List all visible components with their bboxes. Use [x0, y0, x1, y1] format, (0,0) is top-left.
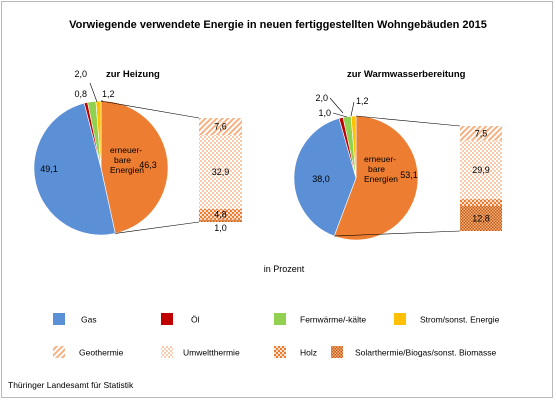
pie-slice-strom-sonst-energie	[350, 115, 357, 179]
breakdown-segment-holz	[460, 199, 502, 206]
breakdown-segment-umweltthermie	[460, 140, 502, 200]
legend-label-holz: Holz	[300, 348, 317, 358]
legend-swatch-fernwaerme-kaelte	[274, 313, 286, 325]
pie-slice-gas	[293, 117, 357, 237]
breakdown-label-geothermie: 7,5	[475, 128, 488, 138]
breakdown-label-umweltthermie: 32,9	[212, 167, 230, 177]
slice-label-gas: 49,1	[40, 164, 58, 174]
pie-heating: 46,3 49,1 0,8 2,0 1,2 erneuer-bare Energien 7,6…	[33, 69, 242, 236]
legend-swatch-oel	[161, 313, 173, 325]
legend-label-geothermie: Geothermie	[79, 348, 124, 358]
slice-label-erneuerbare-energien: 53,1	[400, 170, 418, 180]
breakdown-label-solarthermie-biogas-sonst-biomasse: 1,0	[214, 223, 227, 233]
leader-line-fernwaerme-kaelte	[329, 97, 344, 114]
unit-label: in Prozent	[264, 264, 305, 274]
slice-label-strom-sonst-energie: 1,2	[102, 89, 115, 99]
breakdown-segment-geothermie	[199, 118, 242, 136]
breakdown-segment-holz	[199, 208, 242, 220]
legend-swatch-holz	[274, 346, 286, 358]
legend-label-fernwaerme-kaelte: Fernwärme/-kälte	[300, 315, 366, 325]
renewable-label: erneuer-bare Energien	[364, 154, 398, 184]
breakdown-segment-solarthermie-biogas-sonst-biomasse	[460, 205, 502, 231]
legend-label-gas: Gas	[81, 315, 97, 325]
legend-label-umweltthermie: Umweltthermie	[183, 348, 240, 358]
breakdown-label-holz: 4,8	[214, 209, 227, 219]
legend-swatch-umweltthermie	[161, 346, 173, 358]
connector-line-bottom	[115, 221, 200, 234]
breakdown-segment-umweltthermie	[199, 135, 242, 209]
breakdown-segment-geothermie	[460, 126, 502, 141]
legend-swatch-gas	[53, 313, 65, 325]
breakdown-segment-solarthermie-biogas-sonst-biomasse	[199, 219, 242, 222]
connector-line-top	[355, 115, 461, 127]
slice-label-oel: 0,8	[74, 89, 87, 99]
legend-swatch-geothermie	[53, 346, 65, 358]
legend-label-solarthermie-biogas-sonst-biomasse: Solarthermie/Biogas/sonst. Biomasse	[355, 348, 497, 358]
chart-subtitle-hotwater: zur Warmwasserbereitung	[347, 69, 466, 80]
legend-label-strom-sonst-energie: Strom/sonst. Energie	[420, 315, 500, 325]
slice-label-oel: 1,0	[318, 108, 331, 118]
breakdown-label-solarthermie-biogas-sonst-biomasse: 12,8	[472, 213, 490, 223]
chart-title: Vorwiegende verwendete Energie in neuen …	[69, 19, 487, 31]
leader-line-oel	[332, 112, 348, 118]
legend-swatch-strom-sonst-energie	[394, 313, 406, 325]
connector-line-top	[100, 100, 200, 119]
slice-label-fernwaerme-kaelte: 2,0	[74, 69, 87, 79]
connector-line-bottom	[334, 230, 461, 237]
leader-line-fernwaerme-kaelte	[89, 82, 98, 103]
legend-swatch-solarthermie-biogas-sonst-biomasse	[331, 346, 343, 358]
slice-label-erneuerbare-energien: 46,3	[139, 160, 157, 170]
breakdown-label-geothermie: 7,6	[214, 122, 227, 132]
pie-hotwater: 53,1 38,0 1,0 2,0 1,2 erneuer-bare Energien 7,5…	[293, 93, 502, 241]
pie-slice-erneuerbare-energien	[333, 115, 419, 241]
leader-line-strom-sonst-energie	[350, 101, 355, 117]
chart-subtitle-heating: zur Heizung	[106, 69, 160, 80]
legend: Gas Öl Fernwärme/-kälte Strom/sonst. Energi…	[53, 313, 500, 358]
legend-label-oel: Öl	[191, 315, 200, 325]
pie-slice-strom-sonst-energie	[95, 100, 102, 169]
slice-label-strom-sonst-energie: 1,2	[356, 96, 369, 106]
source-note: Thüringer Landesamt für Statistik	[8, 380, 134, 390]
slice-label-gas: 38,0	[312, 174, 330, 184]
slice-label-fernwaerme-kaelte: 2,0	[315, 93, 328, 103]
renewable-label: erneuer-bare Energien	[110, 145, 144, 175]
breakdown-label-umweltthermie: 29,9	[472, 165, 490, 175]
pie-slice-gas	[33, 102, 116, 236]
